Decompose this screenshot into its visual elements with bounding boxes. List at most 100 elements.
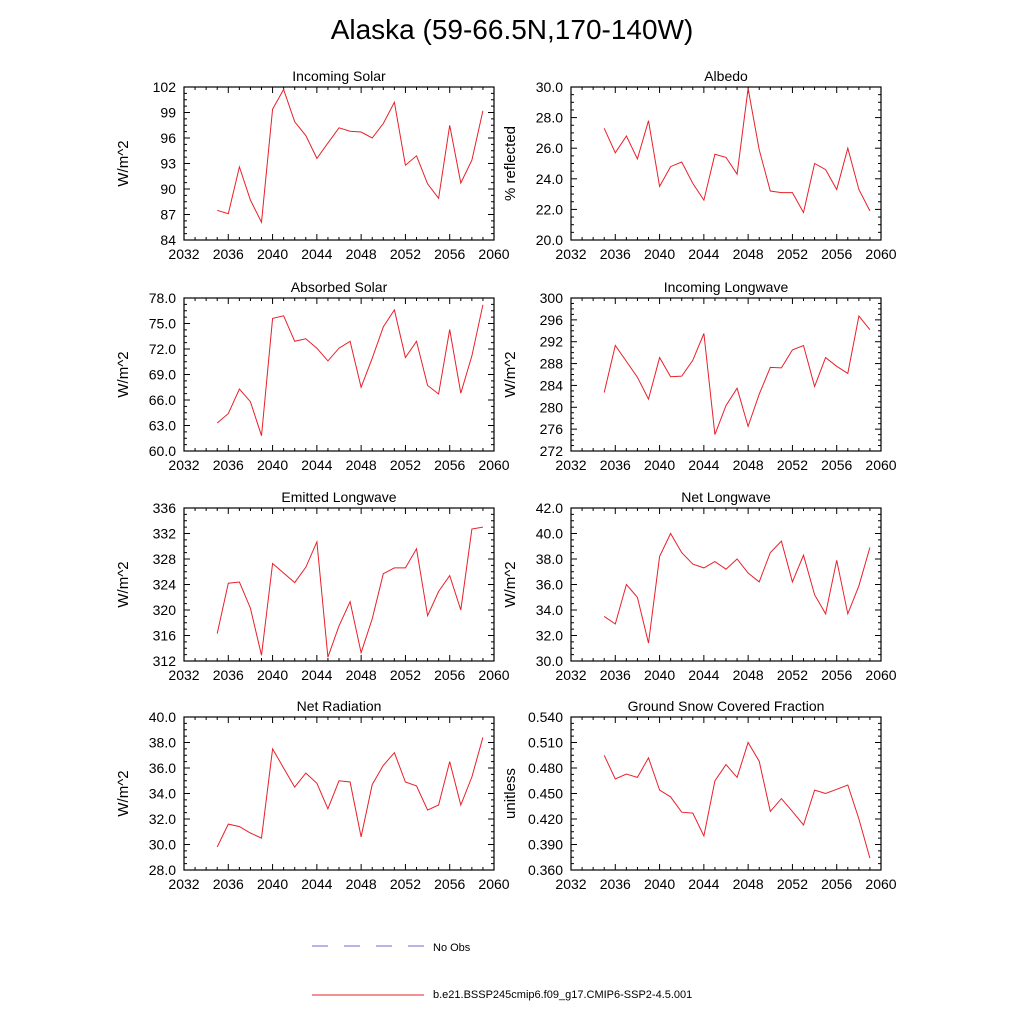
y-tick-label: 22.0: [536, 201, 563, 217]
y-tick-label: 66.0: [149, 392, 176, 408]
y-tick-label: 34.0: [149, 786, 176, 802]
x-tick-label: 2060: [478, 876, 509, 892]
x-tick-label: 2032: [168, 246, 199, 262]
y-axis-label: W/m^2: [115, 351, 132, 397]
x-tick-label: 2040: [644, 876, 675, 892]
y-tick-label: 30.0: [536, 79, 563, 95]
panel-1: Incoming Solar W/m^2 2032 2036 2040 2044 2048 2…: [115, 68, 510, 262]
panel-6: Net Longwave W/m^2 2032 2036 2040 2044 2048 205…: [502, 489, 897, 683]
y-tick-label: 284: [540, 377, 564, 393]
y-tick-label: 0.510: [528, 735, 563, 751]
y-tick-label: 336: [153, 500, 177, 516]
plot-frame: [570, 86, 882, 241]
series-line: [216, 526, 483, 658]
y-tick-label: 60.0: [149, 443, 176, 459]
panel-7: Net Radiation W/m^2 2032 2036 2040 2044 2048 20…: [115, 698, 510, 892]
x-tick-label: 2052: [390, 876, 421, 892]
x-tick-label: 2056: [434, 246, 465, 262]
y-tick-label: 69.0: [149, 367, 176, 383]
panel-5: Emitted Longwave W/m^2 2032 2036 2040 2044 204…: [115, 489, 510, 683]
x-tick-label: 2056: [821, 457, 852, 473]
x-tick-label: 2032: [555, 667, 586, 683]
y-tick-label: 63.0: [149, 418, 176, 434]
x-tick-label: 2048: [346, 246, 377, 262]
y-tick-label: 288: [540, 356, 564, 372]
y-tick-label: 36.0: [149, 760, 176, 776]
x-tick-label: 2052: [777, 457, 808, 473]
y-axis-label: W/m^2: [502, 351, 519, 397]
y-tick-label: 72.0: [149, 341, 176, 357]
x-tick-label: 2052: [777, 876, 808, 892]
x-tick-label: 2040: [644, 667, 675, 683]
y-tick-label: 0.480: [528, 760, 563, 776]
series-line: [216, 737, 484, 848]
x-tick-label: 2056: [434, 876, 465, 892]
x-tick-label: 2044: [688, 457, 719, 473]
y-tick-label: 75.0: [149, 316, 176, 332]
y-tick-label: 32.0: [149, 811, 176, 827]
plot-frame: [570, 507, 882, 662]
x-tick-label: 2036: [600, 457, 631, 473]
plot-frame: [183, 716, 495, 871]
x-tick-label: 2036: [213, 876, 244, 892]
x-tick-label: 2052: [390, 457, 421, 473]
x-tick-label: 2052: [777, 246, 808, 262]
x-tick-label: 2036: [213, 457, 244, 473]
x-tick-label: 2048: [733, 876, 764, 892]
legend-model-label: b.e21.BSSP245cmip6.f09_g17.CMIP6-SSP2-4.…: [433, 989, 693, 1001]
y-tick-label: 292: [540, 334, 564, 350]
y-tick-label: 272: [540, 443, 564, 459]
y-tick-label: 84: [160, 232, 176, 248]
x-tick-label: 2044: [688, 667, 719, 683]
legend-obs-label: No Obs: [433, 942, 471, 954]
y-tick-label: 0.390: [528, 837, 563, 853]
x-tick-label: 2036: [600, 667, 631, 683]
x-tick-label: 2056: [821, 876, 852, 892]
y-tick-label: 40.0: [536, 526, 563, 542]
y-tick-label: 36.0: [536, 577, 563, 593]
panel-8: Ground Snow Covered Fraction unitless 2032…: [502, 698, 897, 892]
x-tick-label: 2060: [865, 457, 896, 473]
series-line: [603, 314, 871, 435]
y-tick-label: 78.0: [149, 290, 176, 306]
y-axis-label: unitless: [502, 768, 519, 819]
y-tick-label: 38.0: [149, 735, 176, 751]
panel-title: Emitted Longwave: [281, 489, 396, 505]
y-tick-label: 96: [160, 130, 176, 146]
plot-frame: [183, 86, 495, 241]
y-tick-label: 0.420: [528, 811, 563, 827]
series-line: [603, 741, 871, 859]
x-tick-label: 2032: [555, 457, 586, 473]
y-tick-label: 99: [160, 105, 176, 121]
y-tick-label: 324: [153, 577, 177, 593]
plot-frame: [183, 297, 495, 452]
panel-3: Absorbed Solar W/m^2 2032 2036 2040 2044 2048 2…: [115, 279, 510, 473]
plot-frame: [183, 507, 495, 662]
y-tick-label: 0.540: [528, 709, 563, 725]
x-tick-label: 2032: [168, 667, 199, 683]
x-tick-label: 2048: [346, 876, 377, 892]
y-tick-label: 300: [540, 290, 564, 306]
y-tick-label: 90: [160, 181, 176, 197]
x-tick-label: 2060: [478, 457, 509, 473]
y-tick-label: 316: [153, 628, 177, 644]
x-tick-label: 2044: [301, 667, 332, 683]
y-tick-label: 0.450: [528, 786, 563, 802]
plot-frame: [570, 716, 882, 871]
y-tick-label: 87: [160, 207, 176, 223]
x-tick-label: 2056: [821, 667, 852, 683]
panel-title: Incoming Longwave: [664, 279, 789, 295]
panel-title: Absorbed Solar: [291, 279, 388, 295]
y-tick-label: 26.0: [536, 140, 563, 156]
y-tick-label: 30.0: [149, 837, 176, 853]
series-line: [603, 532, 871, 644]
x-tick-label: 2052: [390, 246, 421, 262]
x-tick-label: 2048: [733, 667, 764, 683]
panel-title: Albedo: [704, 68, 748, 84]
x-tick-label: 2036: [600, 246, 631, 262]
y-tick-label: 320: [153, 602, 177, 618]
x-tick-label: 2056: [434, 667, 465, 683]
series-line: [217, 88, 484, 224]
series-line: [603, 88, 871, 214]
